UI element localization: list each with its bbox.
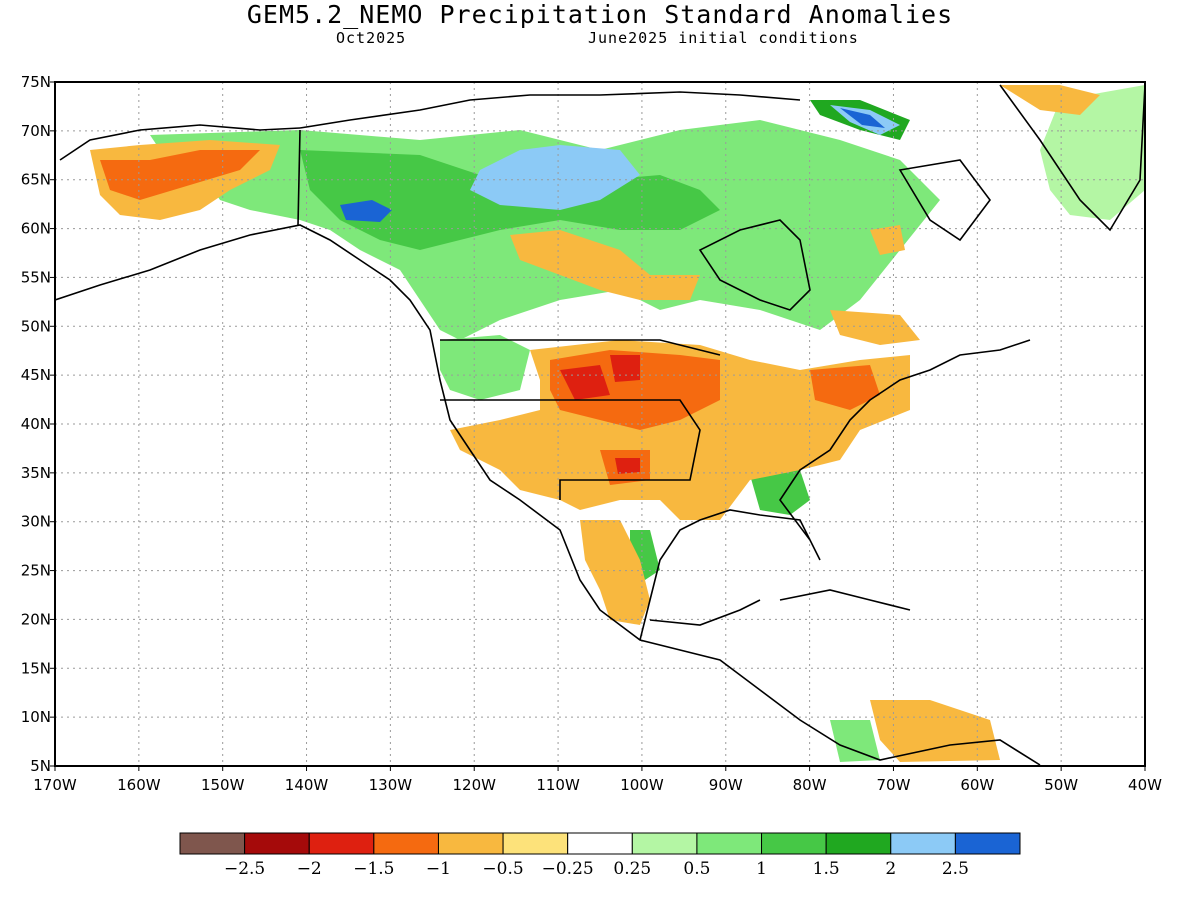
forecast-month: Oct2025	[336, 29, 407, 47]
colorbar-swatch	[179, 832, 246, 855]
lon-tick-label: 70W	[877, 776, 911, 794]
colorbar-label: 2	[885, 859, 896, 879]
colorbar-swatch	[373, 832, 439, 855]
lon-tick-label: 60W	[960, 776, 994, 794]
map-title: GEM5.2_NEMO Precipitation Standard Anoma…	[246, 0, 954, 29]
lon-tick-label: 170W	[33, 776, 77, 794]
colorbar-swatch	[890, 832, 956, 855]
colorbar-swatch	[567, 832, 633, 855]
colorbar-label: 0.5	[683, 859, 710, 879]
lat-tick-label: 25N	[21, 562, 51, 580]
lat-tick-label: 40N	[21, 415, 51, 433]
colorbar-label: 1	[756, 859, 767, 879]
colorbar-label: 1.5	[813, 859, 840, 879]
lat-tick-label: 45N	[21, 366, 51, 384]
lon-tick-label: 100W	[620, 776, 664, 794]
lat-tick-label: 30N	[21, 513, 51, 531]
colorbar-label: −0.25	[542, 859, 594, 879]
lat-tick-label: 50N	[21, 317, 51, 335]
lat-tick-label: 15N	[21, 659, 51, 677]
colorbar-swatch	[631, 832, 698, 855]
colorbar-label: 0.25	[613, 859, 651, 879]
lon-tick-label: 110W	[536, 776, 580, 794]
lat-tick-label: 60N	[21, 220, 51, 238]
colorbar-swatch	[761, 832, 827, 855]
lon-tick-label: 120W	[452, 776, 496, 794]
colorbar-label: −1.5	[353, 859, 394, 879]
colorbar-swatch	[437, 832, 504, 855]
axis-ticks: 75N 70N 65N 60N 55N 50N 45N 40N 35N 30N 25N 20N 15N 1…	[21, 73, 1162, 794]
initial-conditions: June2025 initial conditions	[588, 29, 859, 47]
lat-tick-label: 55N	[21, 268, 51, 286]
colorbar-swatch	[244, 832, 310, 855]
lon-tick-label: 50W	[1044, 776, 1078, 794]
lon-tick-label: 160W	[117, 776, 161, 794]
graticule	[55, 82, 1145, 766]
colorbar-label: −2	[297, 859, 322, 879]
colorbar-label: −0.5	[482, 859, 523, 879]
colorbar-swatch	[825, 832, 892, 855]
colorbar-label: −1	[426, 859, 451, 879]
lat-tick-label: 65N	[21, 171, 51, 189]
colorbar-swatch	[308, 832, 375, 855]
colorbar-label: −2.5	[224, 859, 265, 879]
colorbar-swatch	[502, 832, 569, 855]
lon-tick-label: 80W	[793, 776, 827, 794]
lat-tick-label: 75N	[21, 73, 51, 91]
colorbar: −2.5 −2 −1.5 −1 −0.5 −0.25 0.25 0.5 1 1.5 2 2.5	[179, 832, 1021, 879]
lat-tick-label: 70N	[21, 122, 51, 140]
lat-tick-label: 20N	[21, 610, 51, 628]
lat-tick-label: 5N	[30, 757, 51, 775]
colorbar-label: 2.5	[942, 859, 969, 879]
lon-tick-label: 90W	[709, 776, 743, 794]
colorbar-swatch	[696, 832, 763, 855]
lon-tick-label: 150W	[201, 776, 245, 794]
coastlines	[55, 84, 1145, 766]
lon-tick-label: 40W	[1128, 776, 1162, 794]
anomaly-field	[90, 85, 1145, 762]
lat-tick-label: 10N	[21, 708, 51, 726]
lat-tick-label: 35N	[21, 464, 51, 482]
lon-tick-label: 130W	[369, 776, 413, 794]
lon-tick-label: 140W	[285, 776, 329, 794]
colorbar-swatch	[954, 832, 1021, 855]
